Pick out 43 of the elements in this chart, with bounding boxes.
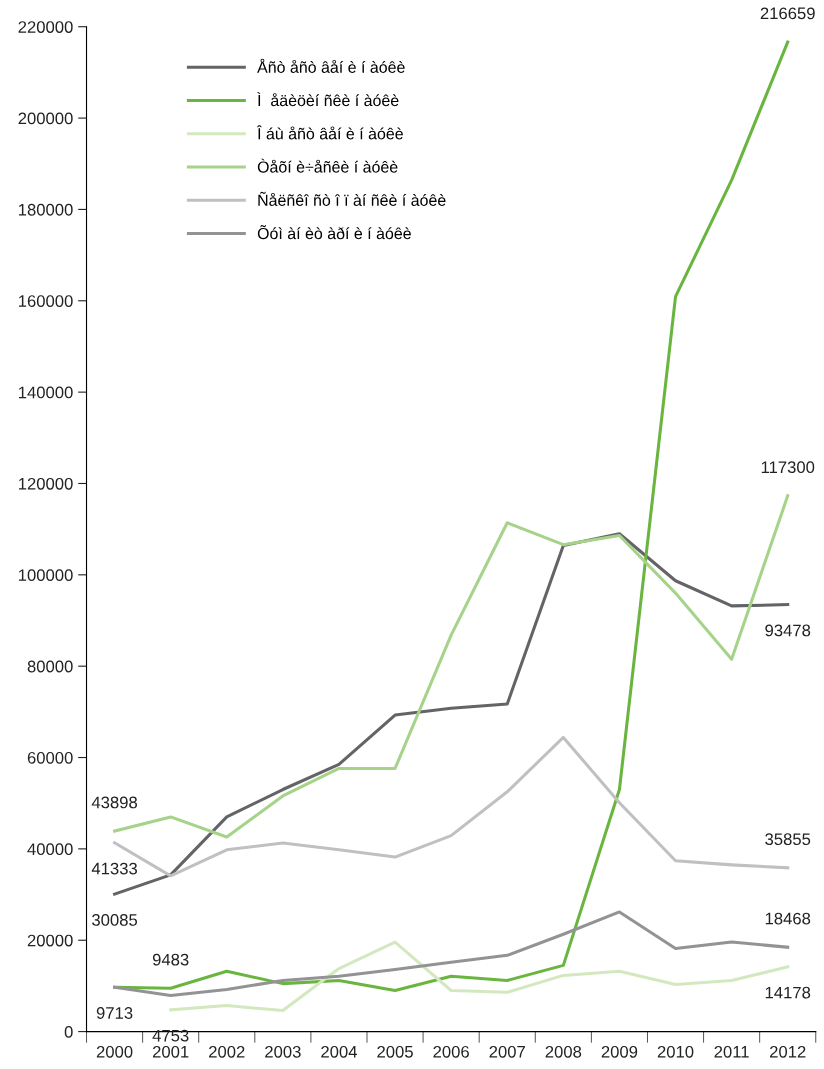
y-tick-label: 40000 <box>27 843 73 856</box>
y-tick-label: 100000 <box>18 569 73 582</box>
annotation: 30085 <box>92 914 138 926</box>
legend-label: Î áù åñò âåí è í àóêè <box>256 125 403 140</box>
y-tick-label: 60000 <box>27 751 73 764</box>
annotation: 117300 <box>761 461 815 474</box>
y-tick-label: 80000 <box>27 660 73 673</box>
annotation: 4753 <box>152 1029 189 1042</box>
annotation: 216659 <box>760 7 815 20</box>
x-tick-label: 2007 <box>489 1045 525 1058</box>
y-tick-label: 140000 <box>18 386 73 399</box>
y-tick-label: 20000 <box>27 934 73 947</box>
x-tick-label: 2009 <box>601 1045 638 1058</box>
annotation: 14178 <box>765 986 811 999</box>
legend-label: Ñåëñêî ñò î ï àí ñêè í àóêè <box>258 191 446 206</box>
x-tick-label: 2003 <box>265 1045 301 1058</box>
annotation: 93478 <box>765 624 811 637</box>
x-tick-label: 2006 <box>433 1045 469 1058</box>
annotation: 43898 <box>91 796 138 809</box>
annotation: 9483 <box>152 953 189 966</box>
x-tick-label: 2002 <box>209 1045 245 1058</box>
x-tick-label: 2010 <box>657 1045 694 1058</box>
annotation: 18468 <box>765 912 811 925</box>
x-tick-label: 2005 <box>377 1045 413 1058</box>
annotation: 35855 <box>765 833 811 846</box>
legend-label: Òåõí è÷åñêè í àóêè <box>257 158 398 173</box>
legend-label: Ì åäèöèí ñêè í àóêè <box>257 92 399 107</box>
annotation: 41333 <box>91 862 138 875</box>
x-tick-label: 2000 <box>96 1045 133 1058</box>
x-tick-label: 2004 <box>321 1045 357 1058</box>
y-tick-label: 0 <box>64 1025 73 1038</box>
annotation: 9713 <box>96 1007 133 1019</box>
y-tick-label: 180000 <box>18 203 73 216</box>
x-tick-label: 2001 <box>152 1045 189 1058</box>
y-tick-label: 120000 <box>18 477 73 490</box>
x-tick-label: 2008 <box>545 1045 582 1058</box>
x-tick-label: 2011 <box>714 1045 749 1058</box>
y-tick-label: 200000 <box>18 112 73 125</box>
legend-label: Åñò åñò âåí è í àóêè <box>257 58 405 73</box>
legend-label: Õóì àí èò àðí è í àóêè <box>257 225 411 240</box>
x-tick-label: 2012 <box>770 1045 806 1058</box>
y-tick-label: 220000 <box>18 21 73 33</box>
y-tick-label: 160000 <box>18 295 73 307</box>
